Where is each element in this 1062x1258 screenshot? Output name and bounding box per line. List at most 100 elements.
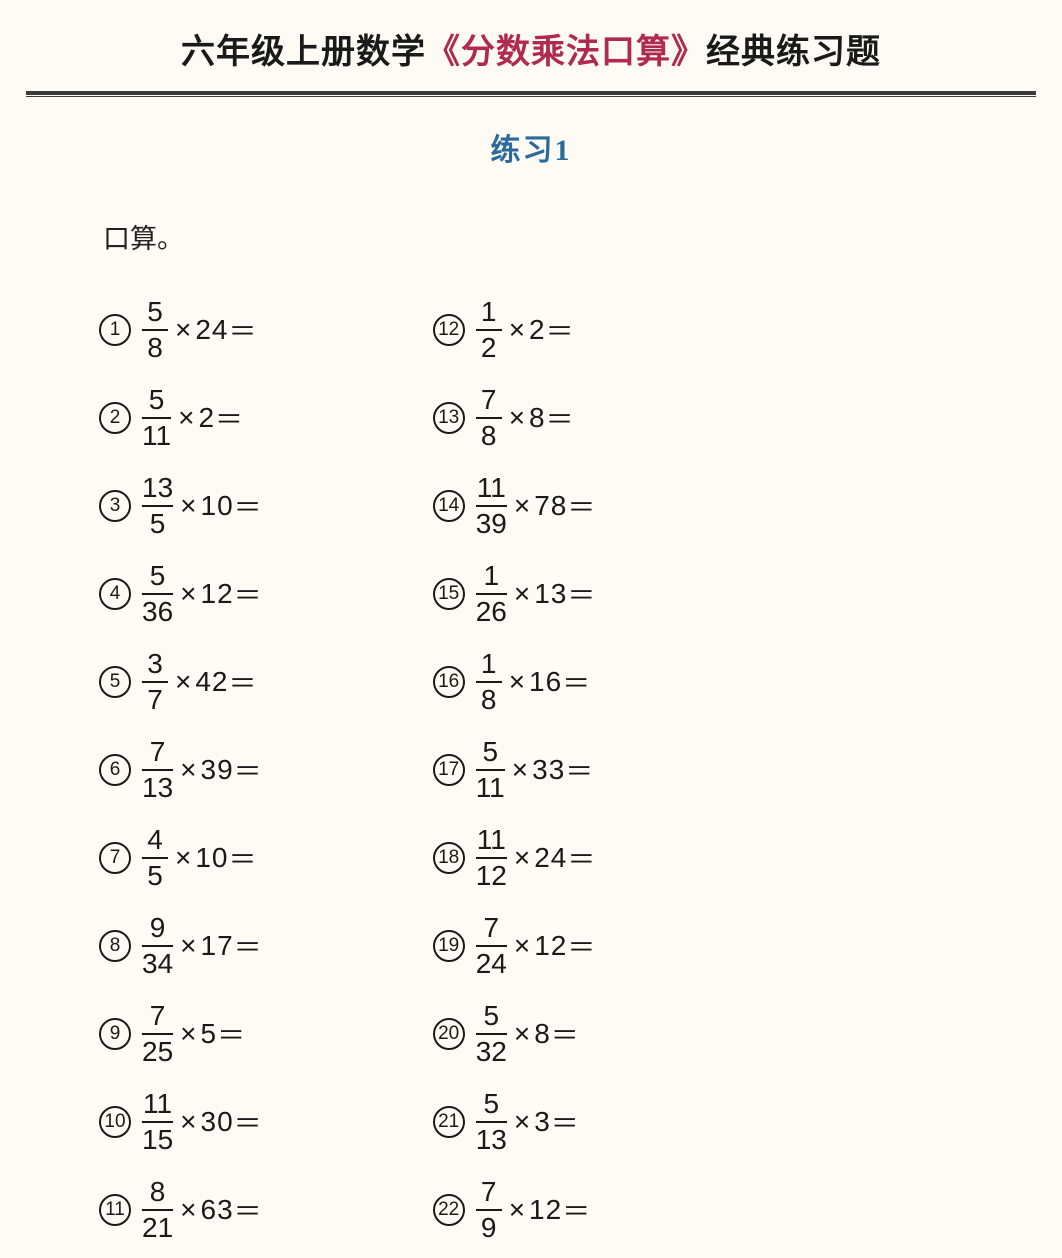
times-sign: ×: [180, 578, 196, 610]
times-sign: ×: [175, 314, 191, 346]
fraction: 45: [142, 826, 168, 890]
header-rule: [26, 91, 1036, 97]
fraction-denominator: 34: [142, 947, 173, 978]
equals-sign: ＝: [562, 662, 591, 702]
multiplier: 3: [534, 1106, 551, 1138]
equals-sign: ＝: [562, 1190, 591, 1230]
fraction-denominator: 36: [142, 595, 173, 626]
problem-number-icon: 4: [99, 578, 131, 610]
fraction-denominator: 11: [476, 771, 505, 802]
problem-number-icon: 21: [433, 1106, 465, 1138]
times-sign: ×: [180, 1106, 196, 1138]
fraction-numerator: 5: [150, 562, 166, 593]
fraction: 713: [142, 738, 173, 802]
equals-sign: ＝: [234, 486, 263, 526]
fraction: 37: [142, 650, 168, 714]
fraction-denominator: 24: [476, 947, 507, 978]
fraction-denominator: 13: [142, 771, 173, 802]
problem-number-icon: 16: [433, 666, 465, 698]
problem-row: 2511×2＝: [99, 374, 263, 462]
problem-row: 3135×10＝: [99, 462, 263, 550]
problem-number-icon: 3: [99, 490, 131, 522]
problem-row: 19724×12＝: [433, 902, 597, 990]
fraction: 513: [476, 1090, 507, 1154]
times-sign: ×: [514, 930, 530, 962]
fraction-numerator: 1: [483, 562, 499, 593]
multiplier: 2: [529, 314, 546, 346]
fraction: 532: [476, 1002, 507, 1066]
fraction: 511: [476, 738, 505, 802]
fraction: 724: [476, 914, 507, 978]
multiplier: 17: [201, 930, 234, 962]
fraction-numerator: 11: [143, 1090, 172, 1121]
problem-number-icon: 9: [99, 1018, 131, 1050]
times-sign: ×: [180, 930, 196, 962]
fraction: 934: [142, 914, 173, 978]
equals-sign: ＝: [217, 1014, 246, 1054]
fraction-numerator: 5: [483, 1090, 499, 1121]
equals-sign: ＝: [234, 1190, 263, 1230]
problem-number-icon: 13: [433, 402, 465, 434]
equals-sign: ＝: [551, 1014, 580, 1054]
problem-column-left: 158×24＝2511×2＝3135×10＝4536×12＝537×42＝671…: [99, 286, 263, 1254]
multiplier: 78: [534, 490, 567, 522]
fraction: 511: [142, 386, 171, 450]
multiplier: 8: [529, 402, 546, 434]
problem-row: 17511×33＝: [433, 726, 597, 814]
fraction-numerator: 13: [142, 474, 173, 505]
problem-row: 21513×3＝: [433, 1078, 597, 1166]
times-sign: ×: [509, 402, 525, 434]
fraction-denominator: 8: [481, 419, 497, 450]
fraction-numerator: 9: [150, 914, 166, 945]
fraction-denominator: 13: [476, 1123, 507, 1154]
times-sign: ×: [509, 666, 525, 698]
times-sign: ×: [175, 666, 191, 698]
worksheet: 口算。 158×24＝2511×2＝3135×10＝4536×12＝537×42…: [91, 217, 971, 1254]
multiplier: 24: [534, 842, 567, 874]
times-sign: ×: [514, 578, 530, 610]
problem-number-icon: 8: [99, 930, 131, 962]
problem-number-icon: 7: [99, 842, 131, 874]
fraction-denominator: 21: [142, 1211, 173, 1242]
fraction: 58: [142, 298, 168, 362]
fraction: 79: [476, 1178, 502, 1242]
fraction-denominator: 8: [147, 331, 163, 362]
multiplier: 12: [529, 1194, 562, 1226]
fraction-numerator: 1: [481, 650, 497, 681]
fraction: 821: [142, 1178, 173, 1242]
exercise-subtitle: 练习1: [0, 125, 1062, 169]
multiplier: 42: [195, 666, 228, 698]
problem-row: 181112×24＝: [433, 814, 597, 902]
multiplier: 10: [201, 490, 234, 522]
fraction-denominator: 11: [142, 419, 171, 450]
page-title: 六年级上册数学《分数乘法口算》经典练习题: [0, 24, 1062, 73]
fraction-numerator: 7: [481, 1178, 497, 1209]
fraction: 1115: [142, 1090, 173, 1154]
problem-row: 20532×8＝: [433, 990, 597, 1078]
problem-row: 4536×12＝: [99, 550, 263, 638]
multiplier: 10: [195, 842, 228, 874]
equals-sign: ＝: [229, 838, 258, 878]
fraction-numerator: 11: [477, 826, 506, 857]
problem-row: 101115×30＝: [99, 1078, 263, 1166]
equals-sign: ＝: [215, 398, 244, 438]
equals-sign: ＝: [234, 1102, 263, 1142]
times-sign: ×: [180, 490, 196, 522]
title-part-1: 六年级上册数学: [181, 34, 426, 71]
fraction-denominator: 26: [476, 595, 507, 626]
times-sign: ×: [180, 1194, 196, 1226]
problem-row: 141139×78＝: [433, 462, 597, 550]
equals-sign: ＝: [234, 926, 263, 966]
equals-sign: ＝: [546, 310, 575, 350]
fraction-numerator: 7: [481, 386, 497, 417]
fraction-numerator: 7: [483, 914, 499, 945]
multiplier: 63: [201, 1194, 234, 1226]
fraction: 12: [476, 298, 502, 362]
fraction-denominator: 5: [147, 859, 163, 890]
problem-row: 1618×16＝: [433, 638, 597, 726]
times-sign: ×: [178, 402, 194, 434]
equals-sign: ＝: [229, 662, 258, 702]
problem-row: 6713×39＝: [99, 726, 263, 814]
problem-number-icon: 20: [433, 1018, 465, 1050]
problem-row: 2279×12＝: [433, 1166, 597, 1254]
